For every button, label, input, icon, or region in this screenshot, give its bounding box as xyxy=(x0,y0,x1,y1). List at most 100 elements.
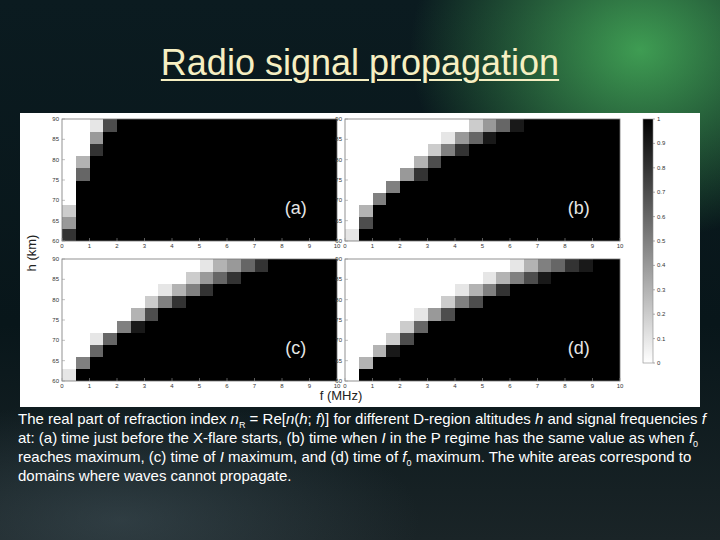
cell xyxy=(310,271,324,284)
cell xyxy=(200,357,214,370)
cell xyxy=(428,229,442,241)
plot-frame xyxy=(345,259,620,381)
caption-text: in the P regime has the same value as wh… xyxy=(386,429,689,446)
x-tick xyxy=(117,238,118,241)
cell xyxy=(606,229,620,241)
cell xyxy=(483,259,497,272)
cell xyxy=(524,296,538,309)
cell xyxy=(496,168,510,181)
x-tick-label: 6 xyxy=(225,383,229,389)
cell xyxy=(483,131,497,144)
y-tick-label: 65 xyxy=(52,218,59,224)
y-tick xyxy=(345,200,348,201)
x-tick xyxy=(455,238,456,241)
colorbar-tick xyxy=(653,192,655,193)
cell xyxy=(483,119,497,132)
colorbar-tick-label: 0.1 xyxy=(657,336,666,342)
cell xyxy=(103,204,117,217)
cell xyxy=(510,180,524,193)
colorbar-tick xyxy=(653,314,655,315)
cell xyxy=(62,332,76,345)
cell xyxy=(469,296,483,309)
cell xyxy=(131,369,145,381)
cell xyxy=(255,296,269,309)
cell xyxy=(345,204,359,217)
colorbar-tick xyxy=(653,289,655,290)
cell xyxy=(496,119,510,132)
cell xyxy=(551,204,565,217)
x-tick xyxy=(455,378,456,381)
x-tick xyxy=(620,238,621,241)
cell xyxy=(62,344,76,357)
cell xyxy=(593,283,607,296)
cell xyxy=(483,168,497,181)
cell xyxy=(172,283,186,296)
cell xyxy=(90,119,104,132)
x-tick-label: 4 xyxy=(170,243,174,249)
cell xyxy=(145,369,159,381)
cell xyxy=(200,204,214,217)
y-tick-label: 75 xyxy=(52,317,59,323)
cell xyxy=(227,308,241,321)
cell xyxy=(282,320,296,333)
cell xyxy=(296,229,310,241)
y-tick-label: 65 xyxy=(335,218,342,224)
cell xyxy=(414,344,428,357)
cell xyxy=(469,168,483,181)
cell xyxy=(386,156,400,169)
cell xyxy=(565,308,579,321)
cell xyxy=(345,332,359,345)
cell xyxy=(373,180,387,193)
y-tick xyxy=(62,180,65,181)
cell xyxy=(145,204,159,217)
cell xyxy=(524,344,538,357)
cell xyxy=(323,283,337,296)
cell xyxy=(310,131,324,144)
cell xyxy=(62,143,76,156)
cell xyxy=(386,308,400,321)
cell xyxy=(90,320,104,333)
cell xyxy=(131,229,145,241)
cell xyxy=(310,168,324,181)
cell xyxy=(227,296,241,309)
cell xyxy=(145,332,159,345)
cell xyxy=(213,320,227,333)
cell xyxy=(510,308,524,321)
cell xyxy=(606,357,620,370)
cell xyxy=(145,131,159,144)
cell xyxy=(131,344,145,357)
cell xyxy=(400,369,414,381)
cells xyxy=(62,259,337,381)
cell xyxy=(551,192,565,205)
cell xyxy=(359,192,373,205)
x-tick-label: 7 xyxy=(536,383,540,389)
cell xyxy=(538,369,552,381)
cell xyxy=(103,259,117,272)
cell xyxy=(579,119,593,132)
cell xyxy=(227,131,241,144)
y-tick xyxy=(62,159,65,160)
cell xyxy=(76,357,90,370)
y-tick xyxy=(345,381,348,382)
cell xyxy=(241,131,255,144)
colorbar-tick xyxy=(653,265,655,266)
cell xyxy=(386,119,400,132)
cell xyxy=(551,283,565,296)
cell xyxy=(359,119,373,132)
cell xyxy=(345,357,359,370)
cell xyxy=(76,143,90,156)
colorbar-tick-label: 0.8 xyxy=(657,165,666,171)
cell xyxy=(310,217,324,230)
cell xyxy=(172,204,186,217)
cell xyxy=(268,204,282,217)
cell xyxy=(145,296,159,309)
cell xyxy=(186,204,200,217)
cell xyxy=(296,119,310,132)
cell xyxy=(469,192,483,205)
cell xyxy=(469,204,483,217)
cell xyxy=(373,131,387,144)
x-axis-label: f (MHz) xyxy=(320,388,363,403)
cell xyxy=(345,168,359,181)
cell xyxy=(117,217,131,230)
cell xyxy=(579,143,593,156)
